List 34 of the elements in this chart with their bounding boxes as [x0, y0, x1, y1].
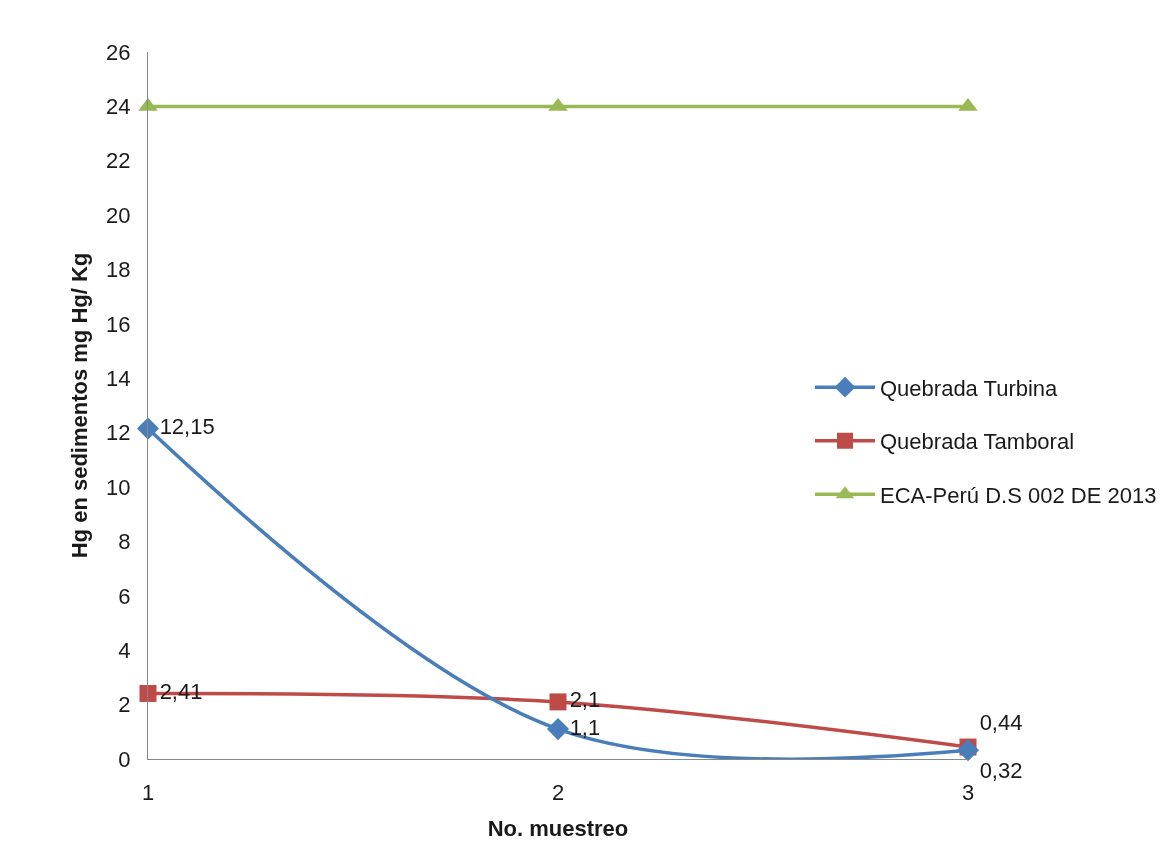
y-tick-label: 14 [106, 366, 131, 392]
x-tick-label: 1 [141, 780, 155, 806]
y-tick-label: 26 [106, 39, 131, 65]
legend-label: Quebrada Tamboral [880, 429, 1075, 455]
legend-label: ECA-Perú D.S 002 DE 2013 [880, 482, 1157, 508]
data-label: 0,44 [979, 709, 1023, 735]
y-tick-label: 20 [106, 202, 131, 228]
data-label: 1,1 [569, 714, 601, 740]
y-tick-label: 2 [118, 692, 131, 718]
point [549, 693, 567, 711]
x-tick-label: 2 [551, 780, 565, 806]
y-axis-title: Hg en sedimentos mg Hg/ Kg [66, 252, 92, 559]
y-tick-label: 22 [106, 148, 131, 174]
point [139, 684, 157, 702]
point [958, 97, 978, 111]
data-label: 12,15 [159, 414, 215, 440]
data-label: 0,32 [979, 758, 1023, 784]
point [546, 718, 570, 741]
y-tick-label: 12 [106, 420, 131, 446]
y-tick-label: 0 [118, 746, 131, 772]
y-tick-label: 8 [118, 529, 131, 555]
legend-label: Quebrada Turbina [880, 375, 1059, 401]
point [136, 417, 160, 440]
point [548, 97, 568, 111]
y-tick-label: 6 [118, 583, 131, 609]
x-tick-label: 3 [961, 780, 975, 806]
y-tick-label: 10 [106, 474, 131, 500]
y-tick-label: 16 [106, 311, 131, 337]
y-tick-label: 4 [118, 637, 131, 663]
x-axis-title: No. muestreo [487, 816, 629, 842]
point [138, 97, 158, 111]
y-tick-label: 18 [106, 257, 131, 283]
y-tick-label: 24 [106, 94, 131, 120]
point [956, 739, 980, 762]
